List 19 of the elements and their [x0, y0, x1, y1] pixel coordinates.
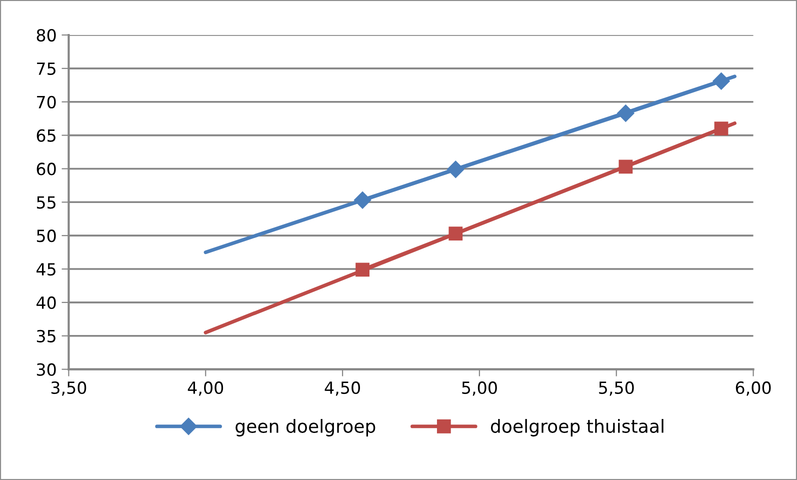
- x-tick-label: 5,50: [599, 381, 634, 396]
- y-tick-label: 65: [36, 129, 56, 142]
- legend-label: geen doelgroep: [236, 418, 376, 436]
- x-tick-label: 4,50: [324, 381, 360, 396]
- y-tick-label: 30: [36, 363, 56, 376]
- y-tick-label: 80: [36, 28, 56, 42]
- y-tick-label: 70: [37, 96, 56, 108]
- y-tick-label: 75: [37, 62, 56, 75]
- y-tick-label: 50: [36, 230, 56, 242]
- y-tick-label: 55: [36, 196, 56, 209]
- x-tick-label: 6,00: [736, 381, 771, 396]
- y-tick-label: 45: [36, 263, 56, 276]
- x-tick-label: 5,00: [462, 381, 497, 396]
- y-tick-label: 60: [36, 162, 56, 176]
- y-tick-label: 40: [36, 296, 56, 310]
- y-tick-label: 35: [36, 330, 56, 342]
- x-tick-label: 4,00: [188, 381, 224, 396]
- legend-label: doelgroep thuistaal: [490, 418, 664, 436]
- x-tick-label: 3,50: [51, 381, 86, 396]
